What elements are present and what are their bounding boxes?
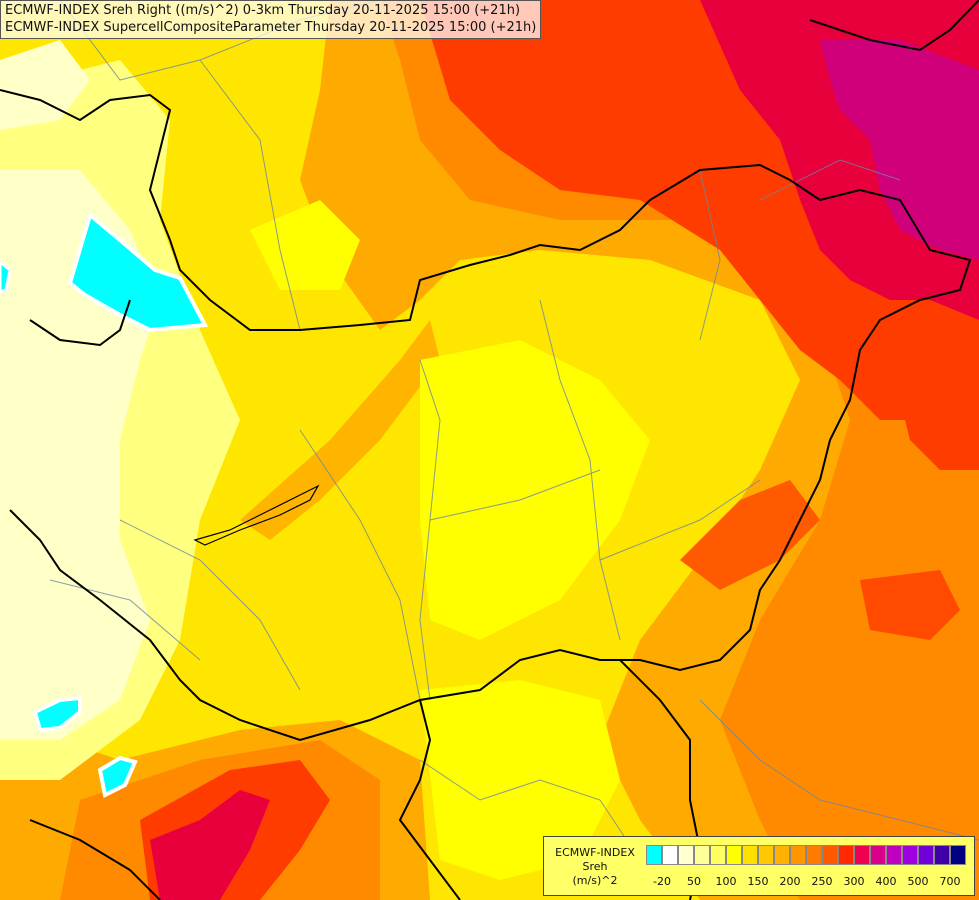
yellow-field-north	[250, 200, 360, 290]
legend-swatch	[694, 845, 710, 865]
red-patch-mid-east	[680, 480, 820, 590]
legend-swatch	[902, 845, 918, 865]
legend-tick-label: 100	[715, 875, 737, 888]
yellow-field-south	[420, 680, 620, 880]
legend-tick-label: -20	[653, 875, 671, 888]
legend-tick-label: 150	[747, 875, 769, 888]
legend-swatch	[870, 845, 886, 865]
lake-balaton	[193, 484, 320, 546]
legend-swatch	[886, 845, 902, 865]
cyan-patch-north	[67, 211, 209, 333]
legend-tick-label: 400	[875, 875, 897, 888]
legend-swatch	[662, 845, 678, 865]
legend-tick-label: 700	[939, 875, 961, 888]
legend-label: ECMWF-INDEX Sreh (m/s)^2	[548, 846, 642, 888]
title-line-sreh: ECMWF-INDEX Sreh Right ((m/s)^2) 0-3km T…	[5, 3, 521, 18]
legend-swatch	[758, 845, 774, 865]
legend-swatch	[918, 845, 934, 865]
legend-swatch	[710, 845, 726, 865]
legend-swatch	[726, 845, 742, 865]
legend-swatch	[822, 845, 838, 865]
legend-swatch	[854, 845, 870, 865]
red-patch-east	[900, 380, 979, 470]
legend-tick-label: 500	[907, 875, 929, 888]
legend-swatch	[950, 845, 966, 865]
admin-borders	[49, 0, 979, 861]
title-line-scp: ECMWF-INDEX SupercellCompositeParameter …	[5, 20, 537, 35]
legend-swatch	[790, 845, 806, 865]
yellow-field-center	[420, 340, 650, 640]
map-title-box: ECMWF-INDEX Sreh Right ((m/s)^2) 0-3km T…	[0, 0, 542, 39]
legend-swatch	[646, 845, 662, 865]
legend-tick-label: 50	[687, 875, 701, 888]
cyan-patch-southwest-1	[32, 695, 82, 733]
legend-line-3: (m/s)^2	[572, 874, 618, 887]
red-patch-southeast	[860, 570, 960, 640]
cyan-patch-southwest-2	[97, 755, 138, 798]
cyan-patch-west-edge	[0, 260, 12, 294]
color-legend: ECMWF-INDEX Sreh (m/s)^2 -20 50 100 150 200 2…	[543, 836, 975, 896]
legend-line-2: Sreh	[582, 860, 608, 873]
legend-swatch	[678, 845, 694, 865]
legend-tick-label: 200	[779, 875, 801, 888]
crimson-field-southwest	[150, 790, 270, 900]
legend-swatch	[742, 845, 758, 865]
legend-line-1: ECMWF-INDEX	[555, 846, 635, 859]
legend-color-bar	[646, 845, 966, 865]
pale-field-northwest	[0, 40, 90, 130]
legend-swatch	[838, 845, 854, 865]
orange-band-center	[240, 320, 440, 540]
legend-swatch	[774, 845, 790, 865]
legend-ticks: -20 50 100 150 200 250 300 400 500 700	[646, 875, 966, 889]
magenta-field-northeast	[820, 40, 979, 260]
legend-tick-label: 250	[811, 875, 833, 888]
legend-tick-label: 300	[843, 875, 865, 888]
legend-swatch	[934, 845, 950, 865]
legend-swatch	[806, 845, 822, 865]
